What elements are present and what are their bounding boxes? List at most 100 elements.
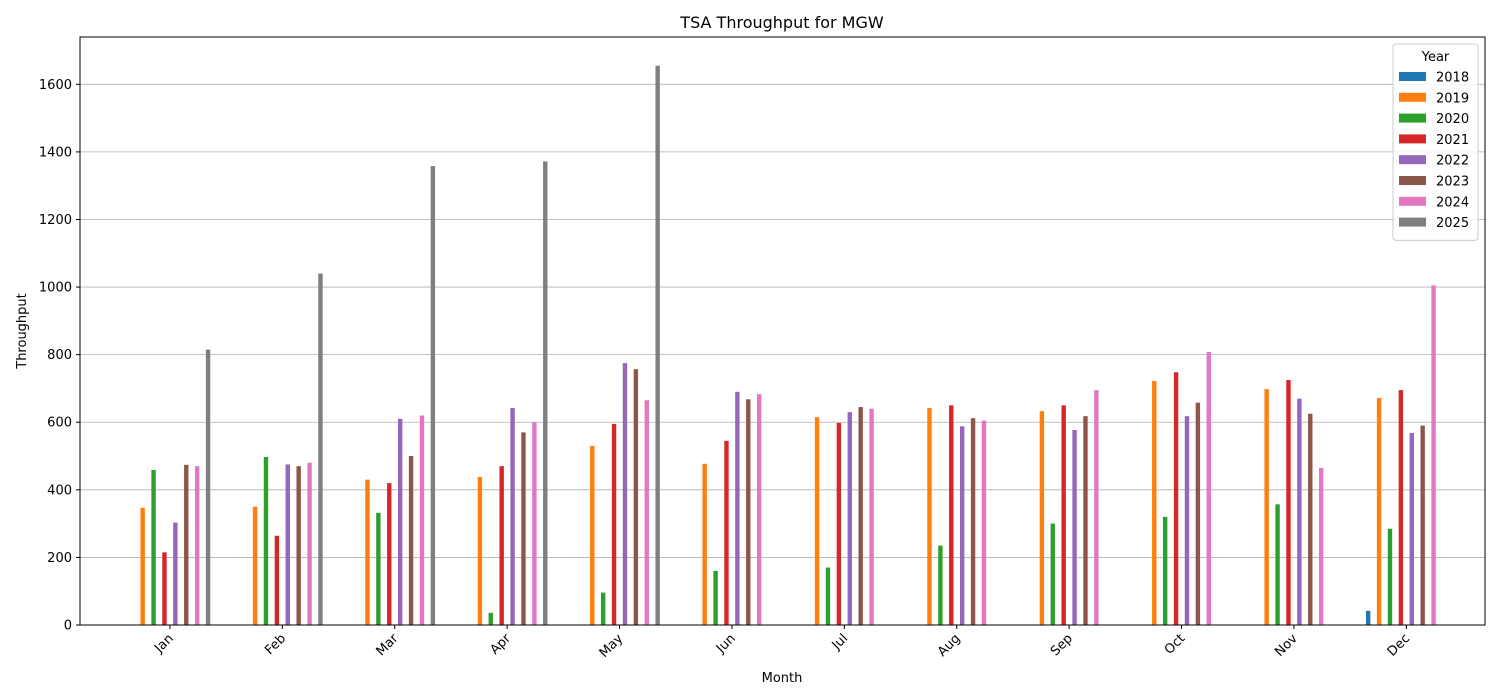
legend-swatch-2023 xyxy=(1399,176,1426,185)
bar-2021-jan xyxy=(162,552,167,625)
bar-2019-jan xyxy=(140,507,145,625)
bar-2019-nov xyxy=(1264,389,1269,625)
bar-2022-oct xyxy=(1184,416,1190,625)
bar-2025-jan xyxy=(205,349,211,625)
bar-2024-jan xyxy=(194,466,200,625)
legend-label-2019: 2019 xyxy=(1436,91,1469,106)
bar-2021-sep xyxy=(1061,405,1066,625)
bar-2019-oct xyxy=(1152,381,1157,625)
bar-2024-apr xyxy=(532,422,537,625)
bar-2020-sep xyxy=(1050,523,1055,625)
bar-2022-jun xyxy=(735,391,740,625)
bar-2024-mar xyxy=(419,415,425,625)
bar-2021-oct xyxy=(1173,372,1179,625)
bar-2024-aug xyxy=(981,420,987,625)
bar-2025-may xyxy=(655,65,660,626)
bar-2022-jan xyxy=(173,522,178,625)
bar-2022-aug xyxy=(959,426,965,625)
legend-label-2018: 2018 xyxy=(1436,71,1469,86)
legend-title: Year xyxy=(1421,50,1450,65)
legend-label-2025: 2025 xyxy=(1436,216,1469,231)
bar-2019-aug xyxy=(927,408,932,625)
bar-2023-aug xyxy=(970,418,976,625)
bar-2019-dec xyxy=(1376,397,1382,625)
bar-2021-nov xyxy=(1286,380,1291,625)
bar-2018-dec xyxy=(1365,610,1371,625)
bar-2023-feb xyxy=(296,466,301,625)
legend-swatch-2022 xyxy=(1399,155,1426,165)
bar-2024-jun xyxy=(756,394,762,625)
bar-2024-jul xyxy=(869,408,874,625)
bar-2021-may xyxy=(611,423,617,625)
bar-2020-may xyxy=(600,592,606,625)
bars xyxy=(140,65,1436,626)
bar-2019-mar xyxy=(365,479,370,625)
y-tick-label: 600 xyxy=(47,416,72,431)
bar-2019-jul xyxy=(814,417,820,625)
legend-swatch-2019 xyxy=(1399,92,1426,102)
bar-2023-apr xyxy=(521,432,526,625)
bar-2020-oct xyxy=(1162,516,1168,625)
legend-swatch-2018 xyxy=(1399,72,1426,81)
bar-2019-sep xyxy=(1039,411,1045,625)
y-tick-label: 400 xyxy=(47,483,72,498)
bar-2024-nov xyxy=(1318,467,1324,625)
bar-2023-jan xyxy=(184,464,189,625)
bar-2021-jun xyxy=(724,440,729,625)
bar-2023-jun xyxy=(746,399,751,625)
bar-2022-dec xyxy=(1409,433,1414,625)
y-tick-label: 1200 xyxy=(39,213,72,228)
x-axis-title: Month xyxy=(762,671,803,686)
legend-label-2024: 2024 xyxy=(1436,195,1469,210)
legend-swatch-2024 xyxy=(1399,196,1426,206)
bar-2023-oct xyxy=(1195,402,1201,625)
legend-swatch-2021 xyxy=(1399,134,1426,144)
bar-2025-apr xyxy=(543,161,548,626)
bar-2022-jul xyxy=(847,412,852,625)
bar-2020-jun xyxy=(713,570,718,625)
bar-2022-feb xyxy=(285,464,290,625)
bar-2023-jul xyxy=(858,407,863,625)
bar-2020-jan xyxy=(151,469,156,625)
bar-2021-apr xyxy=(499,466,504,625)
bar-2024-may xyxy=(644,400,649,625)
bar-2019-feb xyxy=(252,506,258,625)
bar-2024-dec xyxy=(1431,285,1436,625)
bar-2019-jun xyxy=(702,463,707,625)
bar-2021-jul xyxy=(836,422,842,625)
bar-2019-apr xyxy=(477,476,483,625)
bar-2024-oct xyxy=(1206,351,1211,625)
bar-2025-feb xyxy=(318,273,323,625)
legend-label-2021: 2021 xyxy=(1436,133,1469,148)
plot-frame xyxy=(79,36,1486,626)
bar-2025-mar xyxy=(430,166,436,625)
legend: Year 2018 2019 2020 2021 2022 2023 2024 2025 xyxy=(1392,43,1479,241)
y-tick-label: 1400 xyxy=(39,145,72,160)
legend-swatch-2020 xyxy=(1399,113,1426,123)
bar-2021-aug xyxy=(949,405,954,625)
bar-2020-apr xyxy=(488,612,493,625)
bar-2022-nov xyxy=(1297,398,1302,625)
bar-2022-may xyxy=(622,363,628,625)
bar-2022-mar xyxy=(397,418,403,625)
bar-2020-feb xyxy=(263,457,269,625)
y-tick-label: 1000 xyxy=(39,281,72,296)
legend-label-2022: 2022 xyxy=(1436,154,1469,169)
bar-2020-aug xyxy=(938,545,943,625)
bar-2020-nov xyxy=(1275,504,1280,625)
y-tick-label: 0 xyxy=(64,619,72,634)
bar-2021-feb xyxy=(274,535,280,625)
bar-2022-sep xyxy=(1072,430,1077,625)
bar-2023-sep xyxy=(1083,416,1088,625)
bar-2020-dec xyxy=(1387,528,1393,625)
bar-2024-sep xyxy=(1094,390,1099,625)
bar-2023-dec xyxy=(1420,425,1425,625)
y-tick-label: 200 xyxy=(47,551,72,566)
bar-2023-may xyxy=(633,369,639,625)
y-axis-title: Throughput xyxy=(15,293,30,370)
bar-2019-may xyxy=(590,445,595,625)
bar-2020-jul xyxy=(825,567,831,625)
bar-2021-mar xyxy=(387,483,392,625)
legend-label-2023: 2023 xyxy=(1436,175,1469,190)
legend-swatch-2025 xyxy=(1399,217,1426,227)
